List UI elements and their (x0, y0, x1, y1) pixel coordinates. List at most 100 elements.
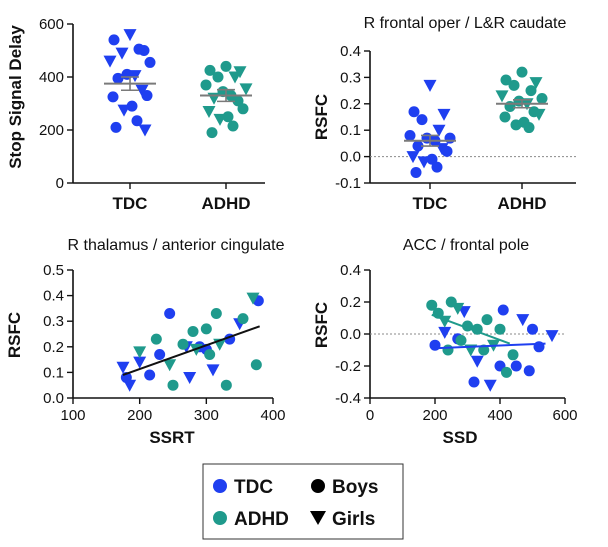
panel1-point-tdc (133, 43, 145, 55)
panel1-ytick-label: 400 (39, 69, 64, 86)
panel4-xtick-label: 600 (552, 407, 577, 424)
panel3-xlabel: SSRT (149, 428, 195, 447)
panel2-point-adhd (510, 119, 522, 131)
panel3-point-tdc (144, 369, 156, 381)
panel1-point-adhd (239, 83, 253, 96)
panel2-point-tdc (431, 161, 443, 173)
panel1-point-adhd (206, 127, 218, 139)
panel1-point-tdc (112, 72, 124, 84)
panel4-point-adhd (481, 314, 493, 326)
panel3-point-adhd (210, 308, 222, 320)
panel4-point-adhd (494, 323, 506, 335)
panel3-point-adhd (177, 338, 189, 350)
panel3-xtick-label: 300 (194, 407, 219, 424)
panel4-ytick-label: -0.4 (335, 390, 361, 407)
panel1-point-tdc (138, 124, 152, 137)
panel4-point-tdc (523, 365, 535, 377)
panel4-point-tdc (497, 304, 509, 316)
panel1-point-adhd (227, 120, 239, 132)
panel3-point-tdc (183, 372, 197, 385)
panel2-point-adhd (532, 108, 546, 121)
legend-boys-label: Boys (332, 477, 378, 498)
panel1-point-tdc (123, 29, 137, 42)
panel4-xtick-label: 400 (487, 407, 512, 424)
panel3-point-adhd (133, 346, 147, 359)
panel1-point-tdc (126, 100, 138, 112)
panel3-xtick-label: 400 (260, 407, 285, 424)
panel4-ytick-label: 0.2 (340, 294, 361, 311)
panel1-point-tdc (117, 104, 131, 117)
legend-boys-marker (311, 479, 325, 493)
panel1-point-adhd (207, 92, 221, 105)
panel1-point-tdc (135, 84, 149, 97)
panel2-ylabel: RSFC (312, 94, 331, 140)
panel2-title: R frontal oper / L&R caudate (364, 15, 567, 32)
panel1-point-tdc (144, 56, 156, 68)
panel4-ytick-label: -0.2 (335, 358, 361, 375)
panel1-ytick-label: 0 (56, 175, 64, 192)
panel1-point-tdc (141, 90, 153, 102)
legend-adhd-swatch (213, 511, 227, 525)
panel2-category-label: ADHD (497, 194, 546, 213)
panel3-ytick-label: 0.3 (43, 313, 64, 330)
panel4-xtick-label: 200 (422, 407, 447, 424)
legend-girls-marker (310, 511, 326, 525)
panel4-title: ACC / frontal pole (403, 237, 529, 254)
panel4-point-adhd (426, 299, 438, 311)
panel3-point-tdc (154, 348, 166, 360)
panel4-point-tdc (457, 306, 471, 319)
panel2-point-tdc (412, 140, 424, 152)
panel4-point-tdc (483, 379, 497, 392)
panel3-point-adhd (200, 323, 212, 335)
panel2-point-adhd (504, 100, 516, 112)
panel2-point-tdc (423, 79, 437, 92)
panel1-point-tdc (128, 70, 142, 83)
panel4-ytick-label: 0.4 (340, 262, 361, 279)
panel3-ytick-label: 0.4 (43, 288, 64, 305)
legend-tdc-swatch (213, 479, 227, 493)
panel3-point-tdc (164, 308, 176, 320)
panel1-point-tdc (115, 47, 129, 60)
panel4-point-tdc (545, 330, 559, 343)
panel2-point-tdc (406, 151, 420, 164)
panel3-point-adhd (167, 379, 179, 391)
panel3-point-adhd (250, 359, 262, 371)
panel4-point-adhd (455, 334, 467, 346)
legend-tdc-label: TDC (234, 477, 273, 498)
panel2-point-adhd (523, 122, 535, 134)
panel3-ytick-label: 0.1 (43, 364, 64, 381)
panel1-point-adhd (232, 95, 244, 107)
panel1-point-adhd (212, 71, 224, 83)
panel3-point-adhd (187, 325, 199, 337)
panel3-title: R thalamus / anterior cingulate (68, 237, 285, 254)
panel4-point-tdc (510, 360, 522, 372)
panel1-point-adhd (204, 64, 216, 76)
panel2-point-adhd (525, 85, 537, 97)
panel2-point-tdc (417, 156, 431, 169)
panel2-category-label: TDC (413, 194, 448, 213)
plots: 0 200 400 600 TDC ADHD -0.1 0.0 0.1 0.2 0.3 0.4 TDC A… (39, 16, 578, 424)
panel2-point-tdc (437, 108, 451, 121)
panel1-point-adhd (228, 71, 242, 84)
panel2-ytick-label: 0.3 (340, 69, 361, 86)
panel3-xtick-label: 100 (60, 407, 85, 424)
panel1-point-adhd (202, 105, 216, 118)
panel3-ytick-label: 0.2 (43, 339, 64, 356)
legend-box (202, 463, 404, 540)
panel3-point-tdc (133, 356, 147, 369)
panel2-point-adhd (495, 90, 509, 103)
panel1-point-tdc (110, 121, 122, 133)
panel4-ylabel: RSFC (312, 302, 331, 348)
panel4-xlabel: SSD (443, 428, 478, 447)
panel1-point-tdc (108, 34, 120, 46)
panel1-ytick-label: 200 (39, 122, 64, 139)
panel2-point-tdc (416, 114, 428, 126)
panel1-ylabel: Stop Signal Delay (6, 25, 25, 169)
panel1-point-tdc (131, 115, 143, 127)
panel4-point-tdc (468, 376, 480, 388)
legend-adhd-label: ADHD (234, 509, 289, 530)
panel1-ytick-label: 600 (39, 16, 64, 33)
panel2-point-tdc (408, 106, 420, 118)
panel2-ytick-label: -0.1 (335, 175, 361, 192)
panel1-point-adhd (220, 60, 232, 72)
